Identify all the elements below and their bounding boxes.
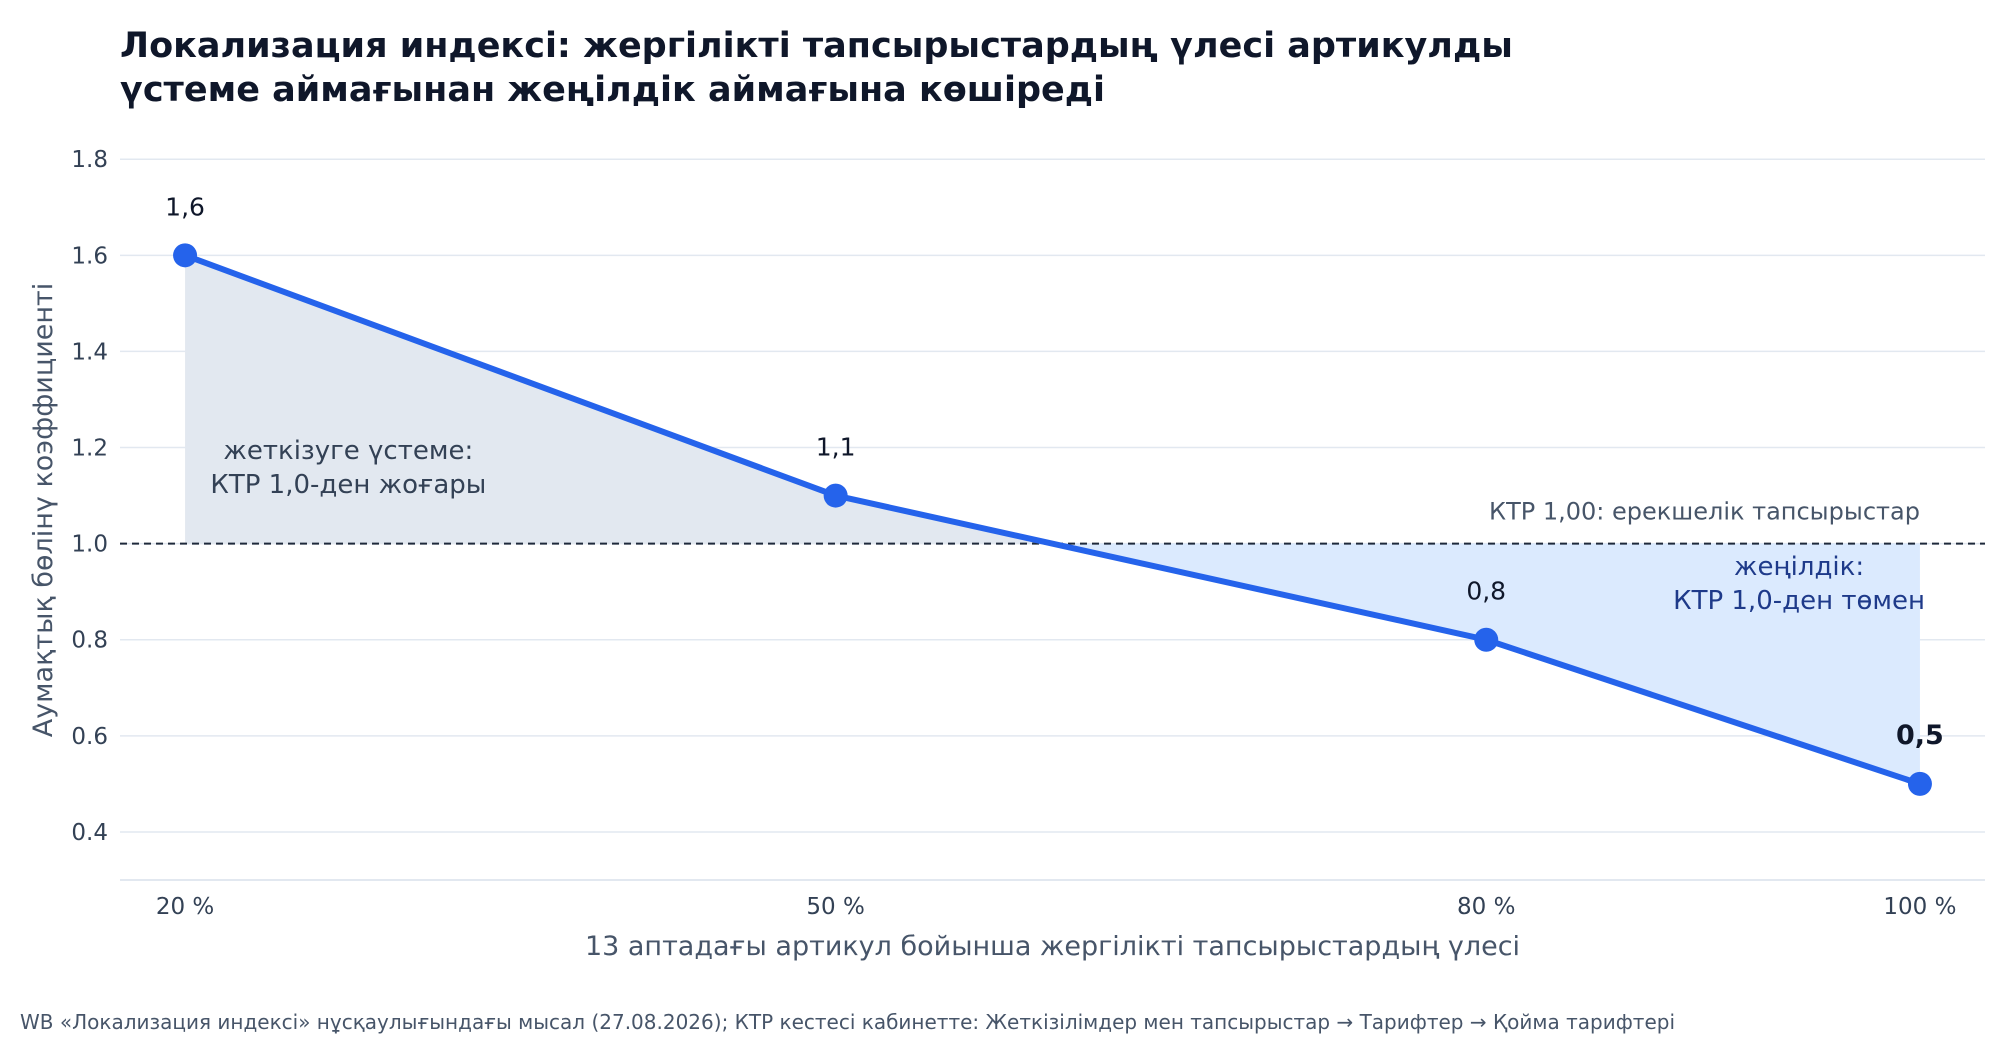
x-tick-label: 20 % <box>156 894 214 920</box>
y-tick-label: 0.8 <box>71 628 108 654</box>
chart-title-line-1: Локализация индексі: жергілікті тапсырыс… <box>120 26 1513 66</box>
y-tick-label: 1.2 <box>71 436 108 462</box>
data-point <box>1907 771 1932 796</box>
chart-title: Локализация индексі: жергілікті тапсырыс… <box>120 24 1920 112</box>
chart-title-line-2: үстеме аймағынан жеңілдік аймағына көшір… <box>120 70 1106 110</box>
y-tick-label: 1.0 <box>71 532 108 558</box>
x-tick-label: 100 % <box>1883 894 1956 920</box>
y-tick-label: 0.6 <box>71 724 108 750</box>
data-point <box>1474 627 1499 652</box>
annotation-above-line: КТР 1,0-ден жоғары <box>210 470 486 500</box>
x-tick-label: 80 % <box>1457 894 1515 920</box>
y-tick-label: 1.8 <box>71 147 108 173</box>
x-tick-label: 50 % <box>806 894 864 920</box>
annotation-below-line: жеңілдік: <box>1734 552 1864 582</box>
y-axis-label: Аумақтық бөлінү коэффициенті <box>28 283 59 738</box>
data-label: 0,5 <box>1896 720 1944 751</box>
data-label: 1,1 <box>816 433 856 462</box>
series-line <box>182 252 1923 787</box>
area-below-reference <box>1052 543 1920 784</box>
y-tick-label: 1.4 <box>71 339 108 365</box>
data-point <box>823 483 848 508</box>
data-label: 1,6 <box>165 192 205 221</box>
data-point <box>173 243 198 268</box>
data-label: 0,8 <box>1466 577 1506 606</box>
y-tick-label: 0.4 <box>71 820 108 846</box>
reference-line-label: КТР 1,00: ерекшелік тапсырыстар <box>1489 498 1920 526</box>
x-axis-label: 13 аптадағы артикул бойынша жергілікті т… <box>585 931 1520 962</box>
area-above-reference <box>185 255 1053 544</box>
source-footnote: WB «Локализация индексі» нұсқаулығындағы… <box>20 1010 1676 1034</box>
annotation-above-line: жеткізуге үстеме: <box>223 436 473 466</box>
y-tick-label: 1.6 <box>71 243 108 269</box>
line-chart: 1,6 1,1 0,8 0,5 0.4 0.6 0.8 1.0 1.2 1.4 1.6 1.8 20 %… <box>28 147 1985 962</box>
annotation-below-line: КТР 1,0-ден төмен <box>1673 586 1925 616</box>
